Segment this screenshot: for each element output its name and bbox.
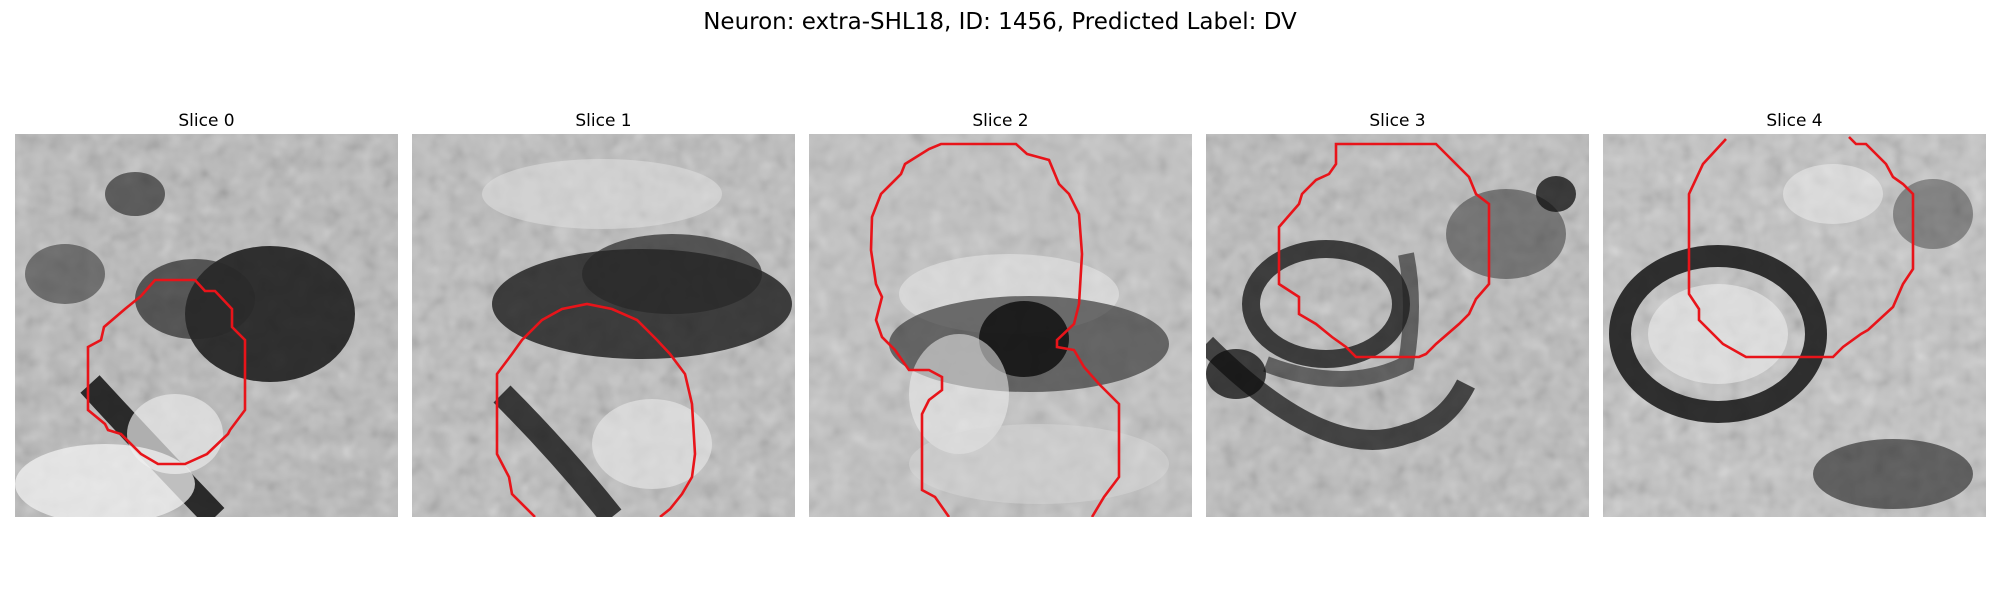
- slice-panel-0: Slice 0: [15, 108, 398, 517]
- roi-contour-4: [1687, 136, 1915, 359]
- roi-contour-3: [1277, 142, 1491, 359]
- slice-title-4: Slice 4: [1766, 111, 1823, 131]
- slice-panel-1: Slice 1: [412, 108, 795, 517]
- slice-panel-4: Slice 4: [1603, 108, 1986, 517]
- slice-image-1: [412, 134, 795, 517]
- slice-title-2: Slice 2: [972, 111, 1029, 131]
- figure-title: Neuron: extra-SHL18, ID: 1456, Predicted…: [703, 9, 1297, 35]
- roi-contour-0: [86, 278, 247, 466]
- slice-image-3: [1206, 134, 1589, 517]
- slice-title-0: Slice 0: [178, 111, 235, 131]
- slice-image-4: [1603, 134, 1986, 517]
- slice-image-0: [15, 134, 398, 517]
- roi-contour-1: [495, 302, 697, 517]
- slice-title-3: Slice 3: [1369, 111, 1426, 131]
- slice-image-2: [809, 134, 1192, 517]
- roi-contour-2: [869, 142, 1121, 517]
- slice-title-1: Slice 1: [575, 111, 632, 131]
- slice-panel-3: Slice 3: [1206, 108, 1589, 517]
- slice-panel-2: Slice 2: [809, 108, 1192, 517]
